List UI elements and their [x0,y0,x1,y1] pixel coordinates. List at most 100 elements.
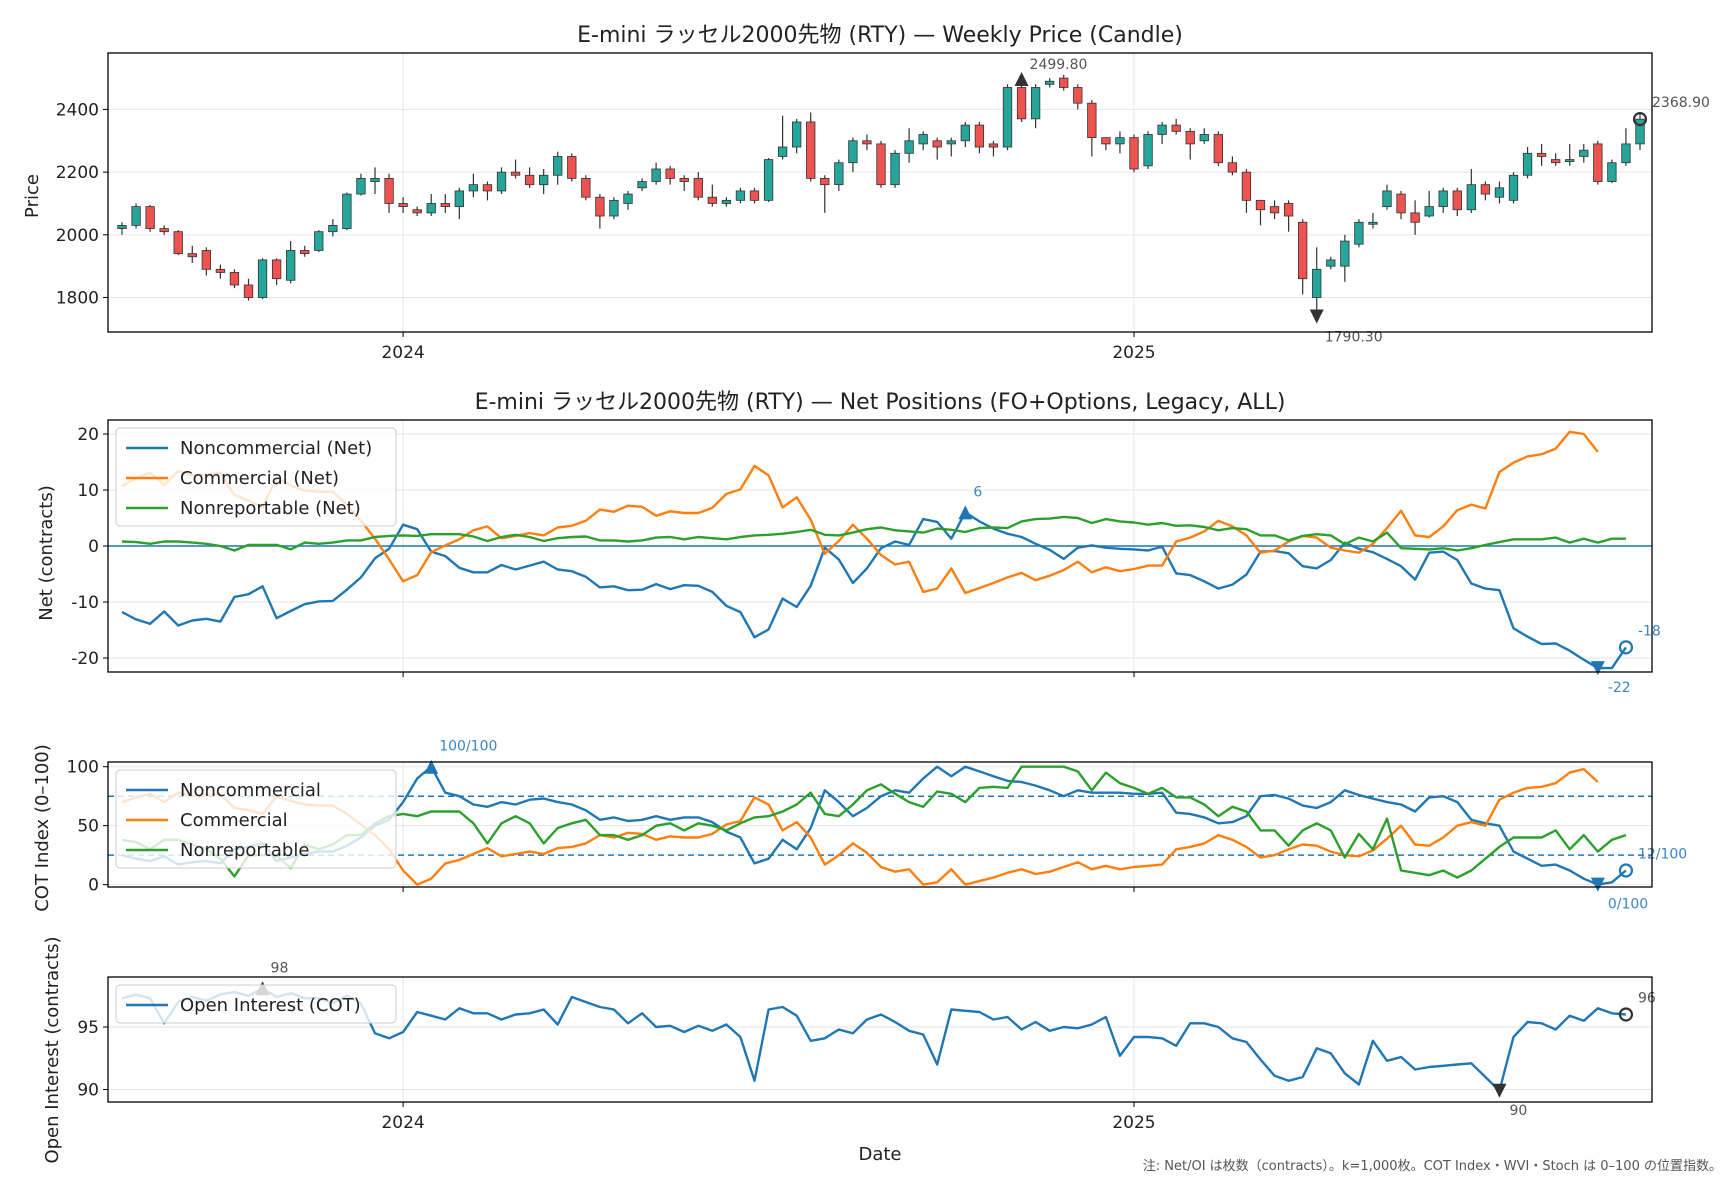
candle-body [1340,240,1350,267]
candle-body [553,156,563,176]
candle-body [286,250,296,281]
candle-body [1185,130,1195,145]
candle-body [412,209,422,214]
candle-body [1326,259,1336,267]
net-min-label: -22 [1608,680,1631,696]
oi-min-label: 90 [1509,1103,1527,1119]
candle-body [539,174,549,186]
candle-body [159,228,169,233]
candle-body [637,181,647,189]
cot-min-label: 0/100 [1608,897,1648,913]
candle-body [820,177,830,186]
cot-ytick-label: 0 [88,876,99,896]
net-series-line [121,511,1627,670]
net-legend-entry: Nonreportable (Net) [180,498,361,519]
candle-body [1129,137,1139,170]
price-xtick-label: 2024 [381,343,424,363]
candle-body [1157,124,1167,135]
candle-body [1283,203,1294,217]
oi-ylabel: Open Interest (contracts) [42,936,63,1163]
oi-ytick-label: 90 [77,1081,99,1101]
oi-max-label: 98 [271,960,289,976]
candle-body [777,146,788,157]
candle-body [1382,190,1392,208]
candle-body [1143,134,1153,167]
candle-body [454,190,464,208]
price-ytick-label: 2000 [56,226,99,246]
candle-body [468,184,479,192]
net-max-marker [958,505,973,520]
candle-body [328,225,338,233]
cot-last-marker [1618,863,1634,878]
candle-body [314,231,324,251]
cot-ylabel: COT Index (0–100) [32,744,53,912]
candle-body [1073,87,1083,104]
price-low-label: 1790.30 [1325,329,1383,345]
candle-body [1115,137,1125,145]
candle-body [792,121,802,148]
candle-body [749,190,760,201]
net-legend-entry: Commercial (Net) [180,468,339,489]
candle-body [1045,80,1055,85]
candle-body [1002,87,1013,148]
candle-body [1030,87,1041,120]
price-ytick-label: 2200 [56,163,99,183]
cot-legend-entry: Noncommercial [180,780,321,801]
candle-body [1087,102,1097,139]
cot-min-marker [1590,877,1605,892]
candle-body [567,156,577,179]
price-xtick-label: 2025 [1112,343,1155,363]
net-ytick-label: -20 [71,649,99,669]
net-min-marker [1590,661,1605,676]
price-last-marker [1632,112,1648,127]
candle-body [1565,159,1575,162]
net-ytick-label: 0 [88,537,99,557]
net-ytick-label: 10 [77,481,99,501]
candle-body [1438,190,1448,208]
net-max-label: 6 [973,484,982,500]
candle-body [918,134,928,145]
net-legend-entry: Noncommercial (Net) [180,438,372,459]
candle-body [440,203,450,208]
candle-body [300,250,310,255]
oi-ytick-label: 95 [77,1018,99,1038]
cot-last-label: 12/100 [1638,846,1687,862]
candle-body [187,253,197,258]
candle-body [679,177,689,182]
candle-body [581,177,591,198]
oi-xtick-label: 2024 [381,1113,424,1133]
net-last-marker [1618,640,1634,655]
candle-body [370,177,380,182]
candle-body [524,174,535,186]
candle-body [243,284,254,298]
candle-body [1536,152,1547,157]
candle-body [1607,162,1617,182]
candle-body [1480,184,1491,195]
candle-body [763,159,774,201]
candle-body [1396,193,1406,214]
candle-body [1213,134,1223,164]
candle-body [609,199,619,217]
candle-body [215,268,226,273]
candle-body [876,143,886,186]
candle-body [693,177,703,198]
oi-min-marker [1492,1083,1507,1098]
net-frame [107,419,1653,673]
oi-frame [107,976,1653,1103]
candle-body [707,196,717,204]
net-legend-box [115,427,397,527]
candle-body [1269,206,1280,214]
cot-legend-entry: Commercial [180,810,288,831]
candle-body [1312,268,1322,298]
candle-body [384,177,394,204]
candle-body [1354,221,1364,245]
price-ytick-label: 1800 [56,289,99,309]
price-high-marker [1014,71,1029,86]
price-high-label: 2499.80 [1030,57,1088,73]
candle-body [510,171,521,176]
footer-note: 注: Net/OI は枚数（contracts）。k=1,000枚。COT In… [1143,1159,1722,1174]
net-ytick-label: 20 [77,425,99,445]
cot-ytick-label: 100 [67,758,99,778]
oi-legend-box [115,984,397,1024]
